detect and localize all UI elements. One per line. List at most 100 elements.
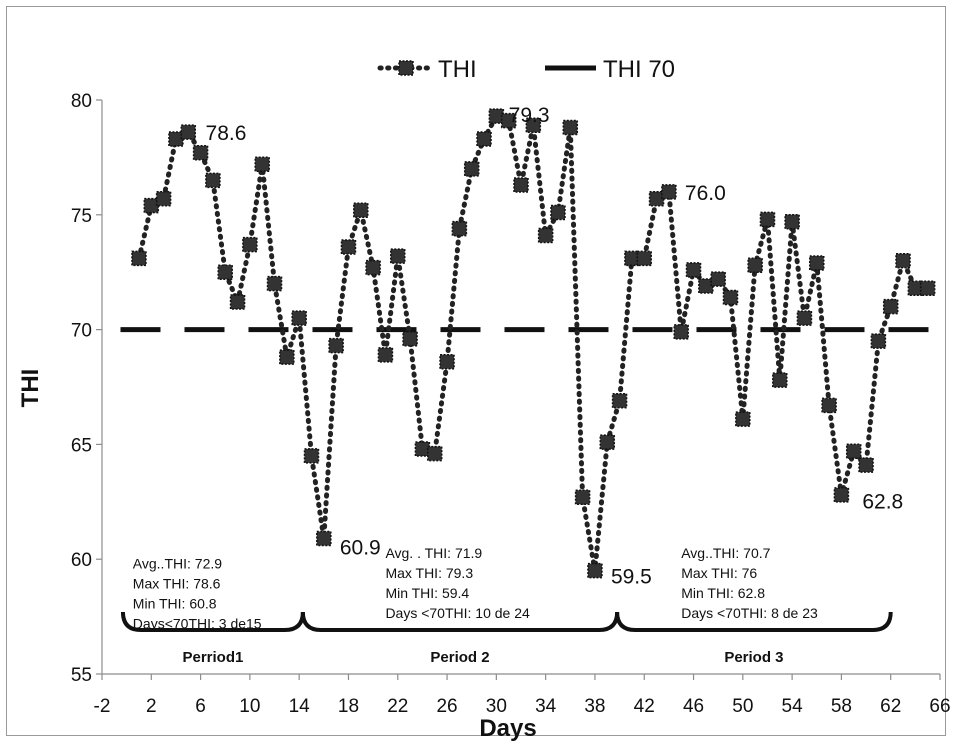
y-tick-label: 80	[71, 91, 92, 112]
period-bracket	[615, 611, 893, 632]
thi-data-point	[599, 434, 616, 450]
thi-data-point	[722, 289, 739, 306]
thi-data-point	[735, 411, 751, 427]
period-stat-line: Min THI: 59.4	[385, 585, 469, 601]
period-stat-line: Days <70THI: 10 de 24	[385, 605, 530, 621]
thi-data-point	[673, 324, 689, 340]
thi-data-point	[476, 131, 492, 147]
thi-series-line	[136, 112, 931, 572]
chart-frame	[6, 6, 946, 736]
thi-data-point	[513, 177, 529, 193]
thi-data-point	[217, 264, 233, 280]
x-tick-label: 34	[535, 696, 557, 717]
thi-data-point	[377, 347, 394, 363]
x-tick-label: 50	[732, 696, 753, 717]
thi-data-point	[229, 294, 246, 310]
period-stat-line: Days<70THI: 3 de15	[133, 615, 262, 631]
x-tick-label: 14	[289, 696, 311, 717]
series-layer	[120, 108, 936, 579]
period-stat-line: Max THI: 78.6	[133, 575, 221, 591]
thi-data-point	[747, 257, 763, 274]
period-stat-line: Avg..THI: 70.7	[681, 545, 770, 561]
thi-data-point	[611, 393, 628, 409]
thi-data-point	[636, 250, 652, 267]
thi-data-point	[439, 353, 455, 370]
thi-data-point	[809, 255, 825, 271]
thi-data-point	[463, 161, 480, 177]
thi-data-point	[710, 271, 726, 287]
thi-data-point	[303, 448, 320, 464]
x-tick-label: 2	[146, 696, 157, 717]
legend-thi-marker	[398, 60, 414, 76]
x-tick-label: 18	[338, 696, 359, 717]
y-tick-label: 55	[71, 665, 92, 686]
thi-data-point	[759, 211, 776, 228]
y-axis-title: THI	[17, 369, 44, 408]
thi-data-point	[574, 489, 591, 505]
thi-data-point	[291, 310, 307, 326]
thi-data-point	[537, 227, 554, 244]
thi-data-point	[180, 124, 197, 140]
annotation-min2: 59.5	[611, 565, 652, 588]
thi-data-point	[390, 248, 406, 264]
thi-data-point	[316, 530, 332, 547]
x-tick-label: 66	[929, 696, 950, 717]
y-tick-label: 70	[71, 321, 92, 342]
thi-data-point	[772, 372, 788, 388]
legend-thi70-label: THI 70	[603, 56, 675, 83]
thi-data-point	[919, 280, 936, 297]
annotation-max1: 78.6	[206, 122, 247, 145]
thi-data-point	[870, 333, 887, 349]
x-tick-label: 22	[387, 696, 408, 717]
period-label: Period 3	[724, 649, 783, 666]
thi-data-point	[858, 457, 874, 473]
thi-data-point	[279, 349, 295, 365]
thi-data-point	[426, 445, 443, 462]
thi-data-point	[833, 487, 850, 503]
x-tick-label: 62	[880, 696, 901, 717]
thi-data-point	[587, 562, 603, 579]
thi-data-point	[192, 145, 209, 161]
thi-data-point	[340, 239, 357, 255]
x-tick-label: 26	[436, 696, 457, 717]
y-tick-label: 60	[71, 550, 92, 571]
y-tick-label: 75	[71, 206, 92, 227]
period-bracket	[300, 611, 620, 632]
period-stat-line: Max THI: 79.3	[385, 565, 473, 581]
x-tick-label: 30	[486, 696, 507, 717]
x-axis-title: Days	[479, 715, 536, 742]
x-tick-label: 54	[782, 696, 804, 717]
thi-data-point	[845, 443, 862, 460]
thi-data-point	[254, 156, 270, 173]
period-stat-line: Max THI: 76	[681, 565, 757, 581]
period-stat-line: Avg. . THI: 71.9	[385, 545, 482, 561]
thi-data-point	[242, 236, 258, 253]
thi-data-point	[205, 172, 221, 189]
legend-thi-label: THI	[438, 56, 477, 83]
period-stat-line: Min THI: 60.8	[133, 595, 217, 611]
x-tick-label: 10	[239, 696, 260, 717]
thi-data-point	[353, 202, 369, 218]
thi-data-point	[821, 397, 837, 414]
thi-data-point	[562, 119, 579, 136]
x-tick-label: 58	[831, 696, 852, 717]
annotation-min1: 60.9	[340, 537, 381, 560]
x-tick-label: 38	[584, 696, 605, 717]
thi-data-point	[550, 204, 566, 221]
period-stat-line: Days <70THI: 8 de 23	[681, 605, 818, 621]
periods-layer: Perriod1 Avg..THI: 72.9 Max THI: 78.6 Min T…	[120, 545, 893, 666]
annotation-max2: 79.3	[509, 104, 550, 127]
thi-data-point	[131, 250, 147, 267]
labels-layer: 78.6 60.9 79.3 59.5 76.0 62.8	[206, 104, 904, 588]
y-tick-label: 65	[71, 435, 92, 456]
thi-data-point	[500, 112, 517, 129]
period-label: Perriod1	[182, 649, 243, 666]
thi-data-point	[451, 220, 468, 237]
x-tick-label: 46	[683, 696, 704, 717]
thi-data-point	[685, 262, 702, 278]
thi-data-point	[155, 190, 172, 207]
x-tick-label: -2	[94, 696, 111, 717]
thi-data-point	[895, 252, 911, 269]
